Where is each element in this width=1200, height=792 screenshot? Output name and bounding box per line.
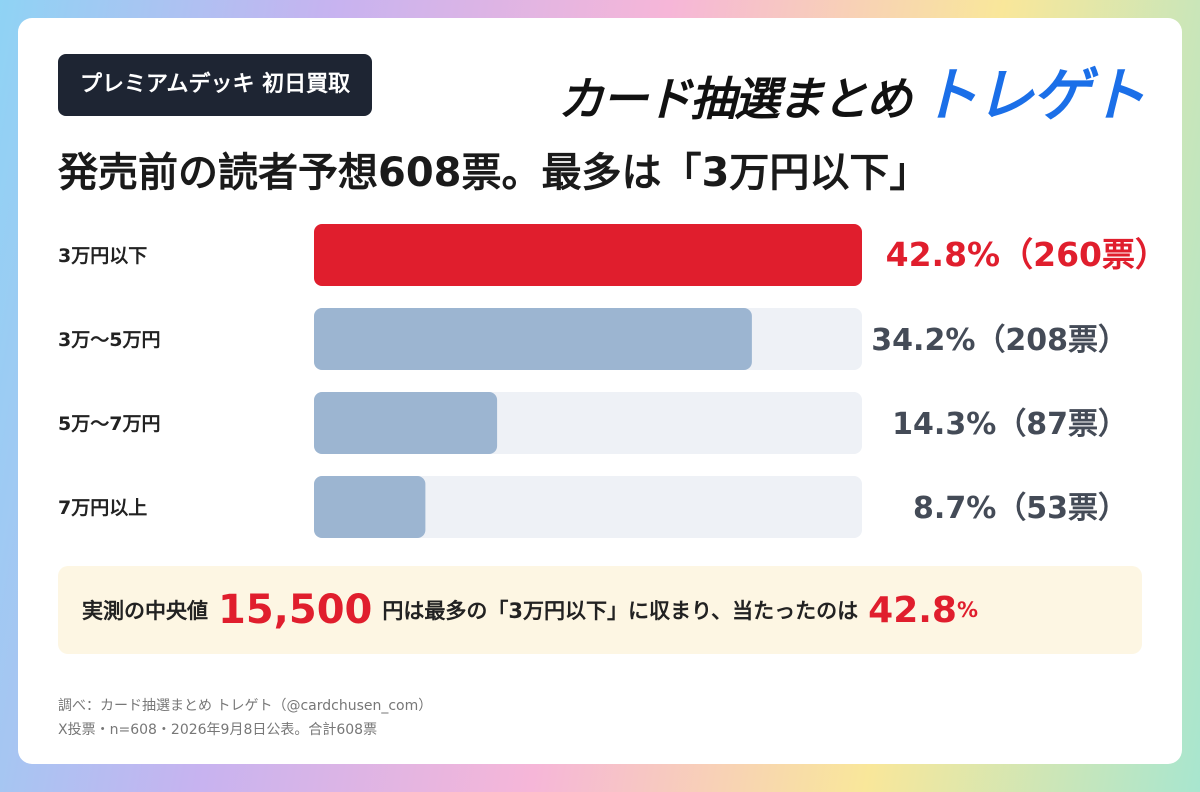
category-label: 3万〜5万円 [58,329,160,351]
source-footer: 調べ：カード抽選まとめ トレゲト（@cardchusen_com） X投票・n=… [58,694,432,742]
bar [314,224,862,286]
page-title: 発売前の読者予想608票。最多は「3万円以下」 [58,150,930,196]
infographic-card: プレミアムデッキ 初日買取 カード抽選まとめ トレゲト 発売前の読者予想608票… [18,18,1182,764]
summary-note: 実測の中央値 15,500 円は最多の「3万円以下」に収まり、当たったのは 42… [58,566,1142,654]
data-label: 8.7%（53票） [913,491,1128,526]
note-prefix: 実測の中央値 [82,599,208,623]
brand-logo-accent: トレゲト [919,61,1146,129]
data-label: 34.2%（208票） [871,323,1128,358]
bar [314,392,498,454]
data-label: 14.3%（87票） [892,407,1128,442]
note-median-value: 15,500 [218,587,373,633]
bar-chart: 3万円以下 42.8%（260票） 3万〜5万円 34.2%（208票） 5万〜7万円 1… [58,224,1168,538]
note-hit-unit: % [956,598,979,622]
category-tag: プレミアムデッキ 初日買取 [58,54,373,116]
brand-logo-main: カード抽選まとめ [557,72,912,126]
category-label: 3万円以下 [58,245,147,267]
bar-track [314,476,862,538]
footer-source: 調べ：カード抽選まとめ トレゲト（@cardchusen_com） [58,698,433,714]
data-label: 42.8%（260票） [886,235,1168,274]
brand-logo: カード抽選まとめ トレゲト [558,48,1146,129]
category-label: 7万円以上 [58,497,147,519]
category-label: 5万〜7万円 [58,413,160,435]
note-middle-text: 円は最多の「3万円以下」に収まり、当たったのは [382,599,859,623]
bar [314,308,752,370]
footer-method: X投票・n=608・2026年9月8日公表。合計608票 [58,722,378,738]
note-hit-value: 42.8 [868,589,957,631]
bar [314,476,426,538]
